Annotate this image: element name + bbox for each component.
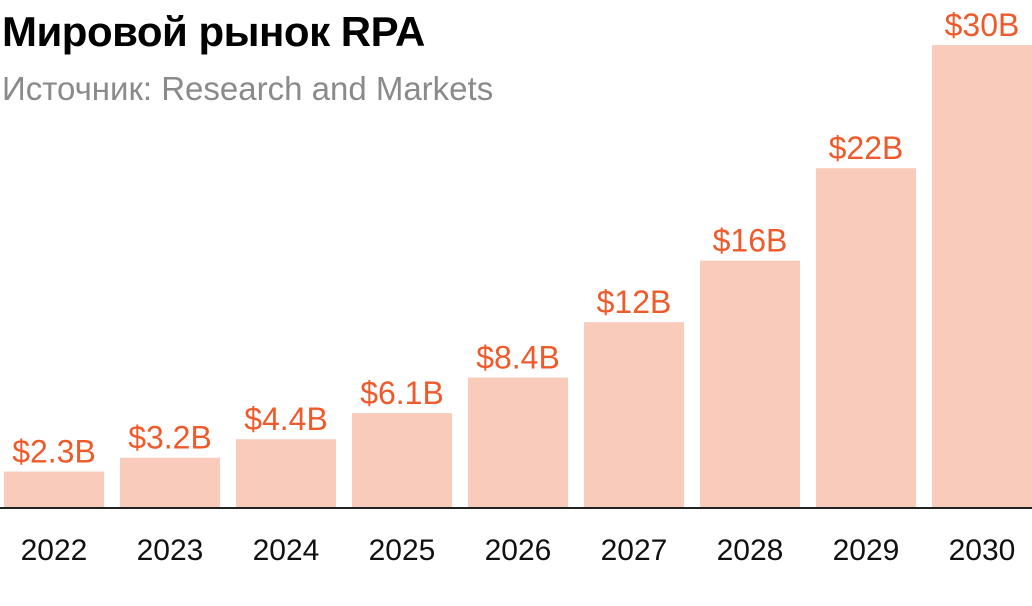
bars-group <box>4 45 1032 507</box>
value-label-2029: $22B <box>829 130 904 166</box>
value-label-2024: $4.4B <box>244 401 328 437</box>
bar-2023 <box>120 457 220 507</box>
bar-2030 <box>932 45 1032 507</box>
x-tick-label-2030: 2030 <box>949 534 1016 567</box>
bar-2028 <box>700 260 800 507</box>
chart-title: Мировой рынок RPA <box>2 8 425 55</box>
value-label-2023: $3.2B <box>128 420 212 456</box>
x-tick-label-2024: 2024 <box>253 534 320 567</box>
bar-2027 <box>584 322 684 507</box>
value-label-2028: $16B <box>713 223 788 259</box>
value-label-2022: $2.3B <box>12 434 96 470</box>
value-label-2027: $12B <box>597 284 672 320</box>
bar-2029 <box>816 168 916 507</box>
bar-2025 <box>352 413 452 507</box>
value-label-2025: $6.1B <box>360 375 444 411</box>
chart-subtitle: Источник: Research and Markets <box>2 70 494 107</box>
x-tick-label-2023: 2023 <box>137 534 204 567</box>
value-label-2030: $30B <box>945 7 1020 43</box>
x-tick-label-2027: 2027 <box>601 534 668 567</box>
bar-2026 <box>468 377 568 507</box>
x-tick-label-2025: 2025 <box>369 534 436 567</box>
value-labels-group: $2.3B $3.2B $4.4B $6.1B $8.4B $12B $16B $22B $30… <box>12 7 1019 470</box>
bar-2024 <box>236 439 336 507</box>
x-tick-label-2026: 2026 <box>485 534 552 567</box>
x-tick-label-2028: 2028 <box>717 534 784 567</box>
x-tick-labels-group: 2022 2023 2024 2025 2026 2027 2028 2029 2030 <box>21 534 1016 567</box>
x-tick-label-2022: 2022 <box>21 534 88 567</box>
x-tick-label-2029: 2029 <box>833 534 900 567</box>
value-label-2026: $8.4B <box>476 340 560 376</box>
bar-2022 <box>4 471 104 507</box>
